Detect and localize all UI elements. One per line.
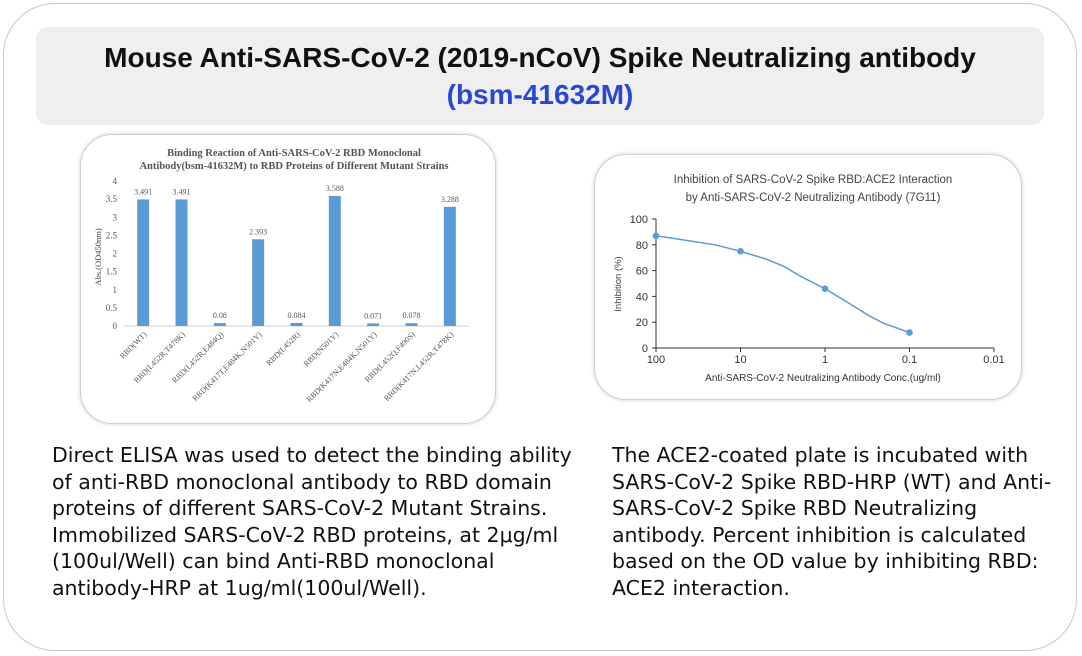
chart1-bar (328, 195, 341, 326)
chart1-bar (213, 323, 226, 326)
chart2-x-tick-label: 1 (822, 354, 828, 366)
chart1-y-tick-label: 1 (113, 285, 118, 295)
chart2-x-tick-label: 0.01 (983, 354, 1004, 366)
chart1-data-label: 3.288 (441, 195, 459, 204)
chart1-y-axis-label: Abs.(OD450nm) (93, 228, 103, 286)
chart1-data-label: 0.071 (364, 311, 382, 320)
chart1-bar (175, 199, 188, 326)
chart2-y-tick-label: 20 (636, 317, 648, 329)
chart1-data-label: 2.393 (249, 227, 267, 236)
chart1-data-label: 3.588 (326, 184, 344, 193)
chart1-y-tick-label: 3.5 (106, 194, 118, 204)
chart1-bar (443, 206, 456, 326)
chart2-y-tick-label: 40 (636, 291, 648, 303)
chart1-data-label: 0.078 (403, 311, 421, 320)
chart1-bar (367, 323, 380, 326)
chart2-y-tick-label: 60 (636, 266, 648, 278)
chart1-y-tick-label: 0.5 (106, 303, 118, 313)
chart2-x-tick-label: 0.1 (902, 354, 917, 366)
inhibition-chart-panel: Inhibition of SARS-CoV-2 Spike RBD:ACE2 … (594, 154, 1022, 400)
chart2-y-tick-label: 80 (636, 240, 648, 252)
chart2-y-tick-label: 100 (630, 214, 648, 226)
chart1-y-tick-label: 3 (113, 212, 118, 222)
chart1-data-label: 0.084 (288, 311, 306, 320)
chart1-data-label: 0.08 (213, 311, 227, 320)
chart1-data-label: 3.491 (134, 187, 152, 196)
chart2-y-axis-label: Inhibition (%) (613, 256, 624, 311)
inhibition-description: The ACE2-coated plate is incubated with … (612, 443, 1052, 600)
chart2-data-point (906, 329, 913, 336)
chart2-title-line2: by Anti-SARS-CoV-2 Neutralizing Antibody… (686, 192, 941, 204)
chart2-x-tick-label: 10 (734, 354, 746, 366)
chart2-x-tick-label: 100 (647, 354, 665, 366)
chart1-x-tick-label: RBD(WT) (118, 330, 149, 361)
chart1-data-label: 3.491 (173, 187, 191, 196)
binding-description: Direct ELISA was used to detect the bind… (52, 443, 572, 600)
chart2-data-point (652, 232, 660, 240)
header-banner: Mouse Anti-SARS-CoV-2 (2019-nCoV) Spike … (36, 27, 1044, 125)
chart2-title-line1: Inhibition of SARS-CoV-2 Spike RBD:ACE2 … (674, 174, 953, 186)
chart1-title-line1: Binding Reaction of Anti-SARS-CoV-2 RBD … (167, 148, 421, 159)
chart1-title-line2: Antibody(bsm-41632M) to RBD Proteins of … (139, 161, 448, 172)
binding-bar-chart: Binding Reaction of Anti-SARS-CoV-2 RBD … (93, 148, 469, 404)
chart1-x-tick-label: RBD(K417T,E484K,N501Y) (191, 330, 264, 403)
chart1-bar (405, 323, 418, 326)
binding-chart-panel: Binding Reaction of Anti-SARS-CoV-2 RBD … (80, 134, 496, 424)
chart2-y-tick-label: 0 (642, 343, 648, 355)
chart2-x-axis-label: Anti-SARS-CoV-2 Neutralizing Antibody Co… (705, 373, 941, 384)
chart1-x-tick-label: RBD(K417N,L452R,T478K) (382, 330, 455, 403)
chart2-data-point (821, 285, 829, 292)
page-title: Mouse Anti-SARS-CoV-2 (2019-nCoV) Spike … (104, 42, 976, 73)
inhibition-line-chart: Inhibition of SARS-CoV-2 Spike RBD:ACE2 … (613, 174, 1005, 384)
chart1-x-tick-label: RBD(L452R) (264, 330, 302, 368)
chart1-y-tick-label: 2.5 (106, 230, 118, 240)
chart1-bar (137, 199, 150, 326)
chart1-y-tick-label: 2 (113, 249, 118, 259)
chart2-data-point (737, 247, 744, 255)
chart1-y-tick-label: 0 (113, 321, 118, 331)
chart1-bar (290, 322, 303, 326)
chart1-y-tick-label: 1.5 (106, 267, 118, 277)
chart1-bar (252, 239, 265, 326)
chart1-x-tick-label: RBD(K417N,E484K,N501Y) (305, 330, 379, 404)
catalog-number: (bsm-41632M) (446, 79, 634, 110)
chart2-fit-curve (655, 235, 910, 334)
chart1-y-tick-label: 4 (113, 176, 118, 186)
chart1-x-tick-label: RBD(N501Y) (302, 330, 341, 369)
